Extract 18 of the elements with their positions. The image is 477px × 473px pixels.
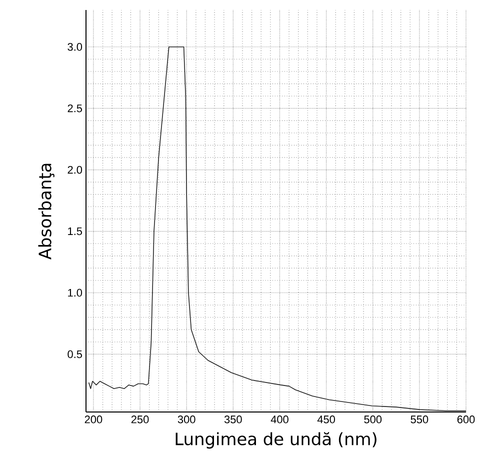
line-series	[88, 46, 466, 412]
x-tick-label: 200	[84, 416, 102, 424]
x-axis-title: Lungimea de undă (nm)	[176, 432, 376, 449]
y-tick-label: 0.5	[68, 350, 82, 358]
x-tick-label: 550	[410, 416, 428, 424]
y-tick-label: 2.0	[68, 166, 82, 174]
x-tick-label: 500	[364, 416, 382, 424]
x-tick-label: 400	[270, 416, 288, 424]
y-tick-label: 1.5	[68, 227, 82, 236]
y-tick-label: 2.5	[68, 104, 82, 112]
x-tick-label: 450	[317, 416, 335, 424]
x-tick-label: 350	[224, 416, 242, 424]
x-tick-label: 250	[131, 416, 149, 424]
y-tick-label: 1.0	[68, 288, 82, 297]
x-tick-label: 300	[178, 416, 196, 424]
y-tick-label: 3.0	[68, 43, 82, 51]
x-tick-label: 600	[457, 416, 475, 424]
y-axis-title: Absorbanţa	[38, 164, 54, 260]
